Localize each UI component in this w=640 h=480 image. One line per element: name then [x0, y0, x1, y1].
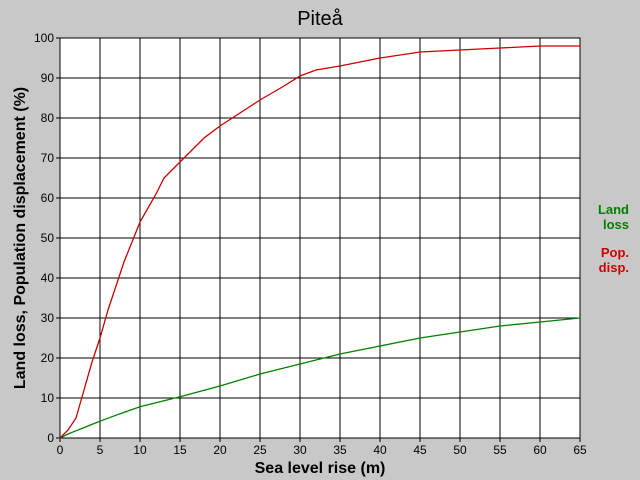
legend-land-loss: Land loss — [598, 202, 629, 232]
y-tick-label: 0 — [47, 431, 54, 445]
y-tick-label: 40 — [41, 271, 55, 285]
x-tick-label: 25 — [253, 443, 267, 457]
chart-title: Piteå — [297, 8, 343, 30]
x-tick-label: 65 — [573, 443, 587, 457]
y-tick-label: 10 — [41, 391, 55, 405]
series-lines — [59, 45, 581, 439]
y-tick-label: 60 — [41, 191, 55, 205]
x-axis-ticks: 0 5 10 15 20 25 30 35 40 45 50 55 60 65 — [57, 438, 587, 457]
x-tick-label: 50 — [453, 443, 467, 457]
x-tick-label: 15 — [173, 443, 187, 457]
y-axis-title: Land loss, Population displacement (%) — [12, 87, 29, 389]
y-tick-label: 50 — [41, 231, 55, 245]
y-tick-label: 20 — [41, 351, 55, 365]
x-tick-label: 40 — [373, 443, 387, 457]
y-tick-label: 100 — [34, 31, 54, 45]
x-tick-label: 0 — [57, 443, 64, 457]
x-tick-label: 20 — [213, 443, 227, 457]
pop-disp-series-line — [59, 45, 580, 439]
y-tick-label: 30 — [41, 311, 55, 325]
x-tick-label: 60 — [533, 443, 547, 457]
y-tick-label: 70 — [41, 151, 55, 165]
x-tick-label: 45 — [413, 443, 427, 457]
x-axis-title: Sea level rise (m) — [255, 460, 386, 477]
x-tick-label: 30 — [293, 443, 307, 457]
legend: Land loss Pop. disp. — [598, 202, 629, 275]
x-tick-label: 55 — [493, 443, 507, 457]
x-tick-label: 5 — [97, 443, 104, 457]
y-axis-ticks: 0 10 20 30 40 50 60 70 80 90 100 — [34, 31, 60, 445]
x-tick-label: 10 — [133, 443, 147, 457]
land-loss-series-line — [59, 317, 581, 439]
x-tick-label: 35 — [333, 443, 347, 457]
y-tick-label: 80 — [41, 111, 55, 125]
y-tick-label: 90 — [41, 71, 55, 85]
legend-pop-disp: Pop. disp. — [599, 245, 629, 275]
